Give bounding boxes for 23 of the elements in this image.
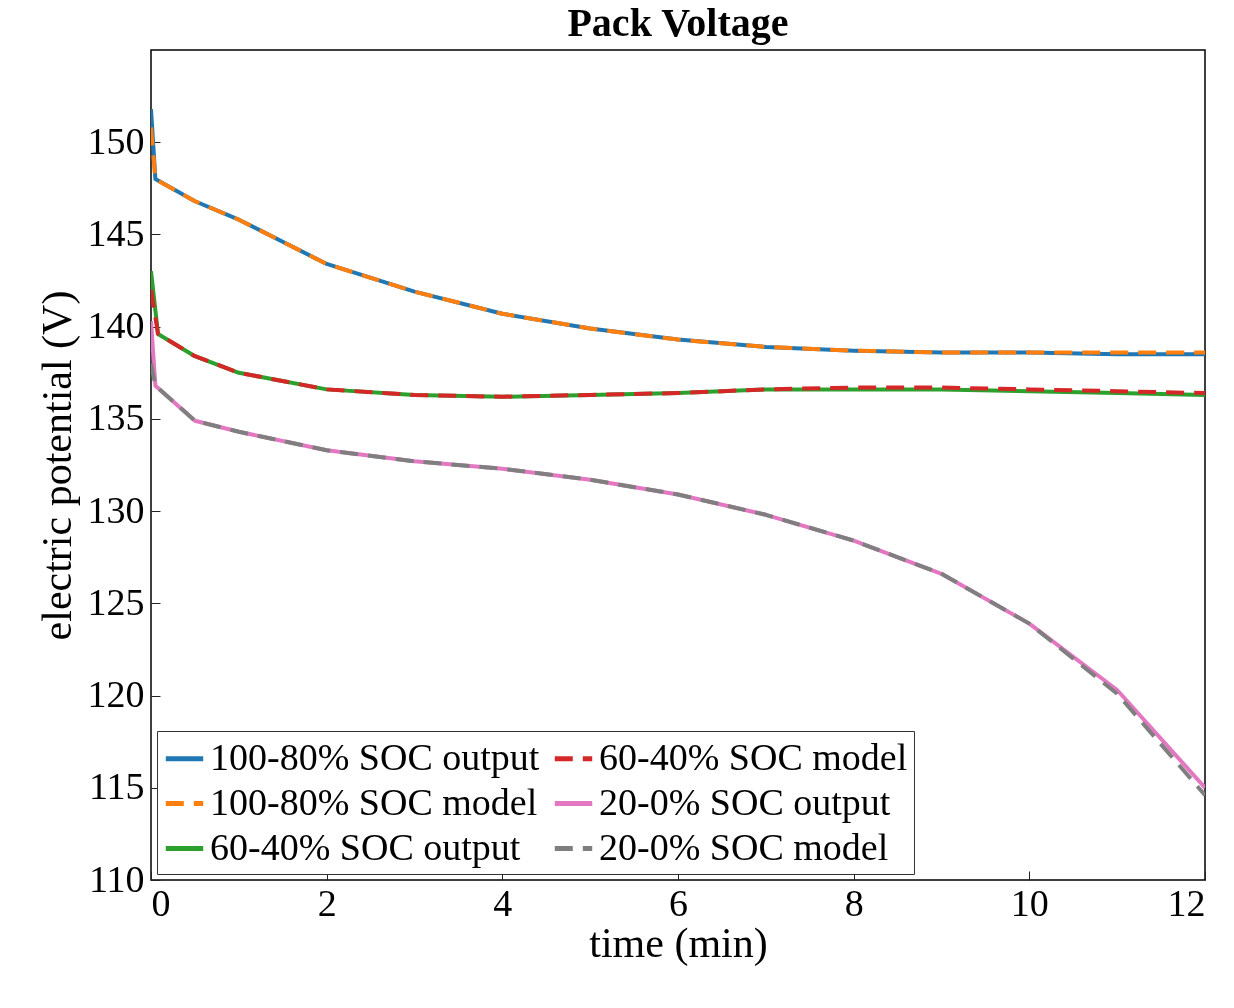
legend-label: 100-80% SOC output [210,735,540,778]
x-tick-label: 4 [493,881,513,924]
y-tick-label: 115 [88,765,145,808]
x-tick-label: 12 [1167,881,1206,924]
legend-label: 60-40% SOC output [210,825,521,868]
x-tick-label: 10 [1010,881,1049,924]
y-tick-label: 140 [87,304,145,347]
legend-label: 100-80% SOC model [210,780,538,823]
y-axis-title: electric potential (V) [33,290,81,641]
y-tick-label: 110 [88,857,145,900]
x-tick-label: 8 [844,881,864,924]
y-tick-label: 125 [87,580,145,623]
y-tick-label: 150 [87,119,145,162]
legend-label: 20-0% SOC model [599,825,889,868]
y-tick-label: 130 [87,488,145,531]
x-tick-label: 2 [317,881,337,924]
legend-label: 60-40% SOC model [599,735,908,778]
legend-label: 20-0% SOC output [599,780,891,823]
y-tick-label: 135 [87,396,145,439]
chart-title: Pack Voltage [567,0,789,45]
x-tick-label: 0 [151,881,171,924]
y-tick-label: 120 [87,673,145,716]
y-tick-label: 145 [87,211,145,254]
